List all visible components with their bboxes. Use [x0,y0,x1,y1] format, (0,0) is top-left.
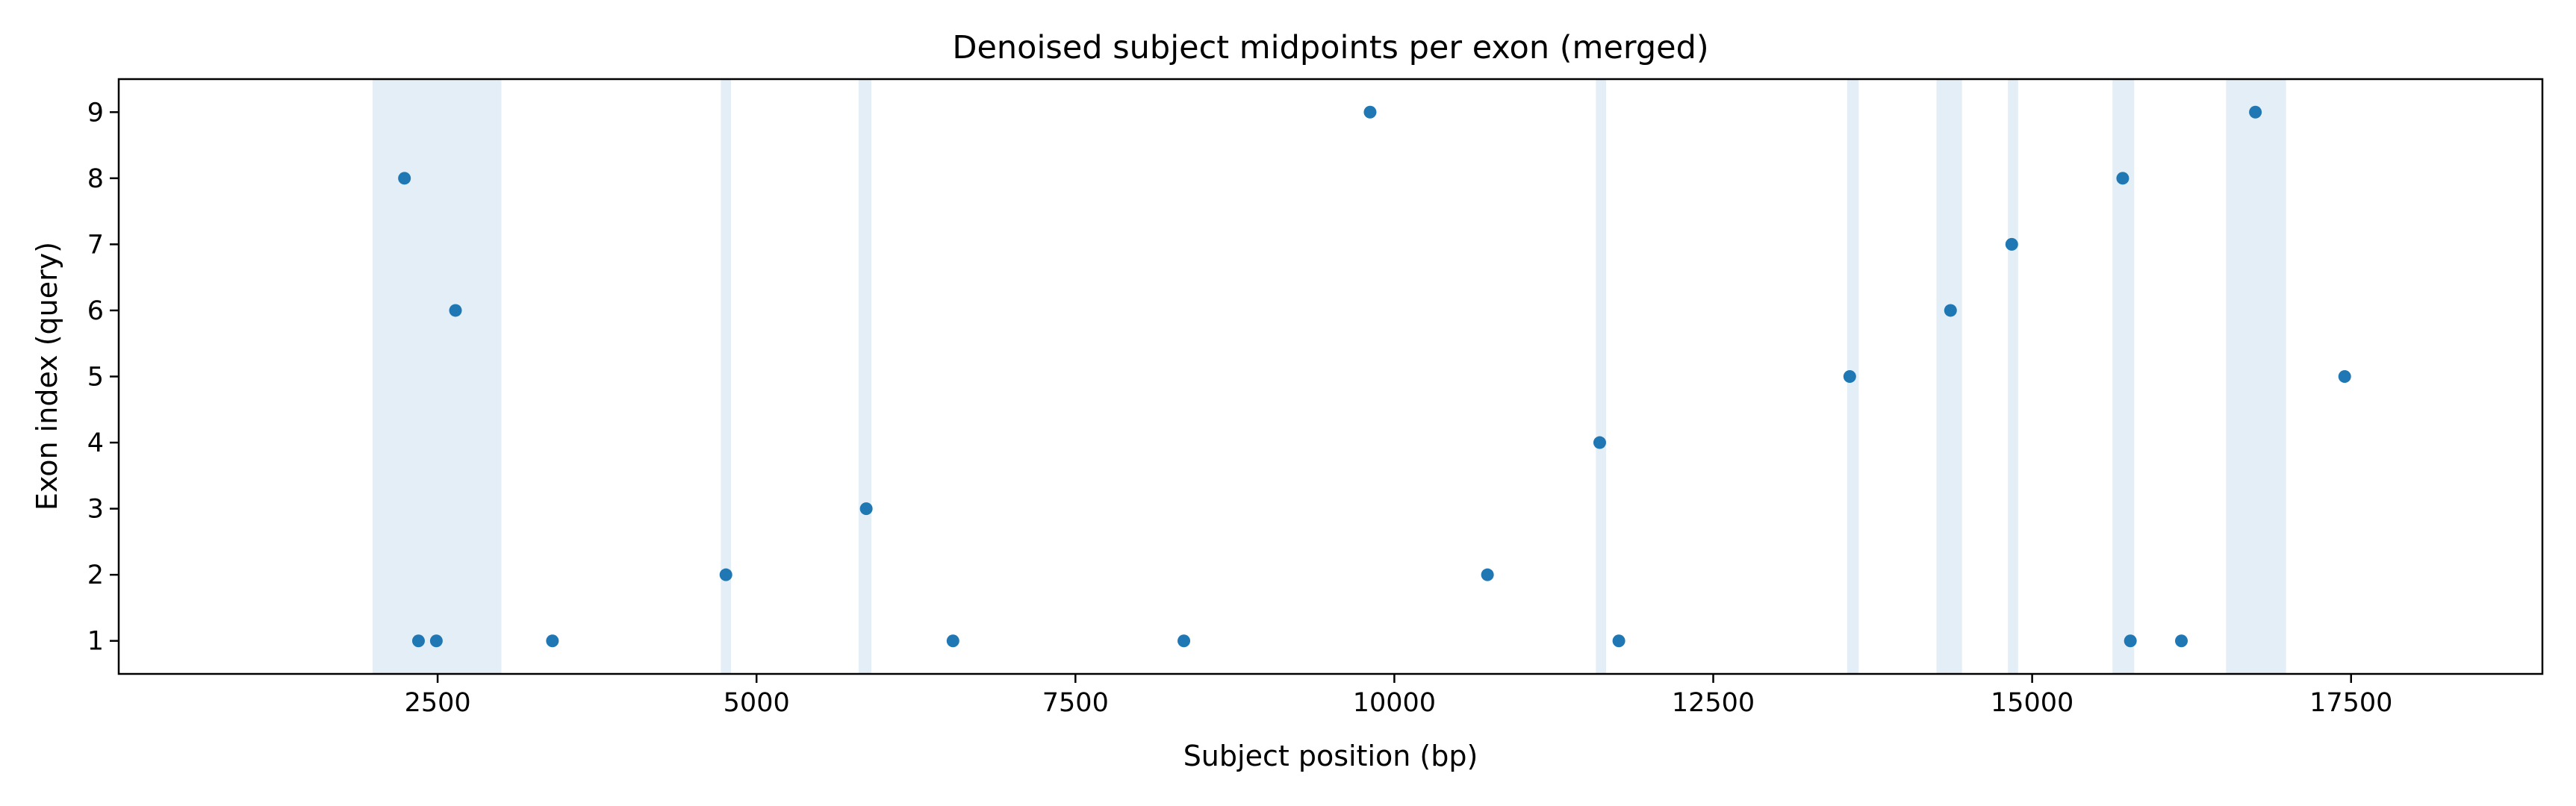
y-tick-label-6: 7 [87,230,104,260]
data-point-14 [1944,304,1957,317]
data-point-3 [449,304,462,317]
x-tick-label-6: 17500 [2309,688,2392,718]
highlight-band-1 [721,79,732,674]
data-point-7 [946,634,959,648]
y-tick-label-0: 1 [87,627,104,657]
x-tick-label-3: 10000 [1353,688,1436,718]
data-point-6 [859,502,873,516]
x-axis-label: Subject position (bp) [1183,740,1478,772]
data-point-15 [2005,237,2018,251]
y-tick-label-2: 3 [87,495,104,525]
chart-title: Denoised subject midpoints per exon (mer… [952,29,1708,66]
data-point-18 [2175,634,2188,648]
highlight-band-2 [858,79,871,674]
data-point-13 [1843,370,1856,383]
x-axis-ticks: 2500 5000 7500 10000 12500 15000 17500 [405,674,2392,718]
data-point-16 [2116,172,2129,185]
highlight-band-0 [372,79,502,674]
data-point-1 [411,634,425,648]
highlight-band-7 [2112,79,2135,674]
highlight-bands [372,79,2286,674]
x-tick-label-2: 7500 [1042,688,1109,718]
y-axis-ticks: 1 2 3 4 5 6 7 8 9 [87,98,119,657]
highlight-band-3 [1596,79,1607,674]
y-axis-label: Exon index (query) [31,242,63,510]
x-tick-label-1: 5000 [724,688,790,718]
data-point-10 [1481,568,1494,581]
y-tick-label-5: 6 [87,296,104,326]
y-tick-label-1: 2 [87,560,104,590]
x-tick-label-5: 15000 [1991,688,2073,718]
data-point-4 [546,634,559,648]
x-tick-label-0: 2500 [405,688,471,718]
highlight-band-8 [2226,79,2286,674]
y-tick-label-3: 4 [87,428,104,458]
y-tick-label-7: 8 [87,164,104,194]
data-point-20 [2338,370,2351,383]
data-point-17 [2124,634,2137,648]
data-point-0 [398,172,411,185]
highlight-band-6 [2008,79,2018,674]
data-point-8 [1177,634,1191,648]
data-point-11 [1593,436,1606,449]
y-tick-label-8: 9 [87,98,104,128]
data-point-19 [2249,105,2262,119]
y-tick-label-4: 5 [87,363,104,393]
data-point-12 [1612,634,1625,648]
highlight-band-5 [1936,79,1962,674]
x-tick-label-4: 12500 [1672,688,1755,718]
data-point-5 [719,568,732,581]
data-points [398,105,2351,648]
data-point-9 [1363,105,1377,119]
data-point-2 [429,634,443,648]
